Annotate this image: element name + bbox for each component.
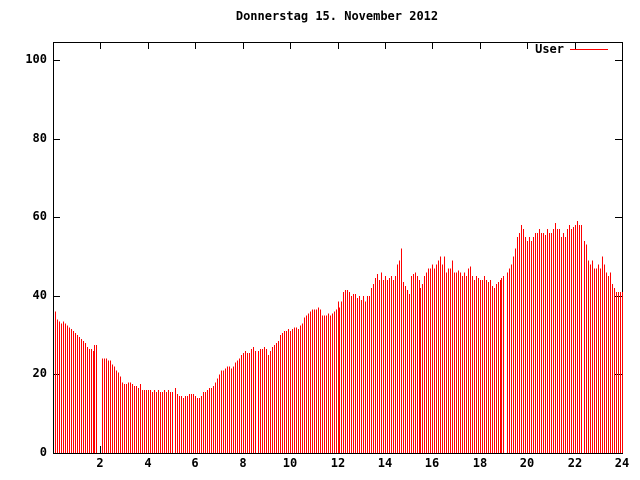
y-tick-label: 0 (39, 445, 47, 459)
y-tick-label: 80 (32, 131, 47, 145)
chart-title: Donnerstag 15. November 2012 (235, 9, 439, 23)
legend-label-user: User (535, 42, 564, 56)
y-tick-label: 60 (32, 209, 47, 223)
x-tick-label: 12 (330, 456, 346, 470)
x-tick-label: 10 (282, 456, 298, 470)
y-tick-label: 20 (32, 366, 47, 380)
x-tick-label: 4 (144, 456, 152, 470)
y-tick-label: 100 (25, 52, 47, 66)
x-tick-label: 20 (519, 456, 535, 470)
x-tick-label: 8 (239, 456, 247, 470)
x-tick-label: 16 (424, 456, 440, 470)
x-tick-label: 2 (96, 456, 104, 470)
x-tick-label: 14 (377, 456, 393, 470)
x-tick-label: 18 (472, 456, 488, 470)
x-tick-label: 24 (614, 456, 630, 470)
y-tick-label: 40 (32, 288, 47, 302)
x-tick-label: 22 (567, 456, 583, 470)
x-tick-label: 6 (191, 456, 199, 470)
